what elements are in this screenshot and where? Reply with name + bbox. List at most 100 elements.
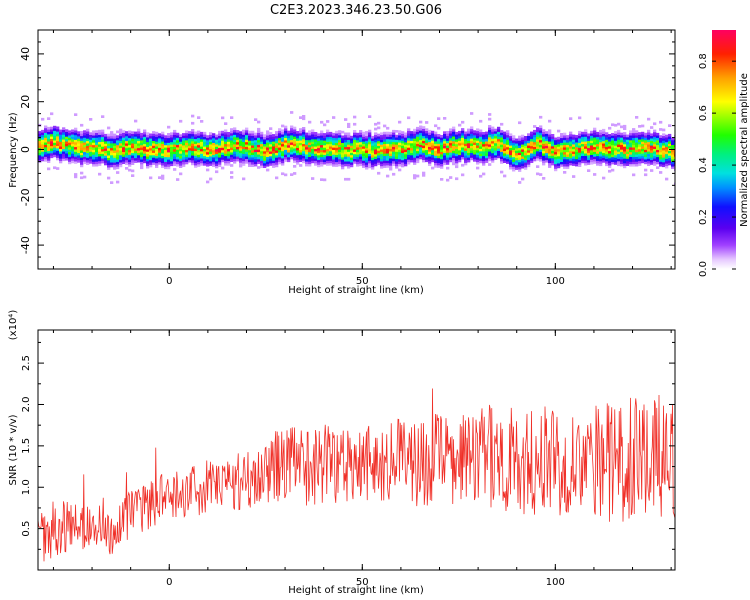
spectrogram-cell xyxy=(269,141,273,145)
spectrogram-cell xyxy=(170,158,174,162)
spectrogram-cell xyxy=(50,138,54,142)
spectrogram-cell xyxy=(617,149,621,152)
spectrogram-cell xyxy=(230,130,234,134)
spectrogram-cell xyxy=(125,143,129,146)
spectrogram-cell xyxy=(134,138,138,142)
spectrogram-cell xyxy=(419,139,423,143)
spectrogram-cell xyxy=(539,158,543,162)
spectrogram-cell xyxy=(620,156,624,160)
spectrogram-cell xyxy=(476,166,480,170)
spectrogram-cell xyxy=(437,148,441,152)
spectrogram-cell xyxy=(182,133,186,136)
spectrogram-cell xyxy=(281,158,285,161)
spectrogram-cell xyxy=(224,153,228,157)
spectrogram-cell xyxy=(668,143,672,147)
spectrogram-cell xyxy=(326,129,330,133)
spectrogram-cell xyxy=(161,177,165,180)
spectrogram-cell xyxy=(596,136,600,140)
spectrogram-cell xyxy=(407,116,411,120)
spectrogram-cell xyxy=(212,149,216,153)
spectrogram-cell xyxy=(563,147,567,150)
spectrogram-cell xyxy=(347,161,351,164)
spectrogram-cell xyxy=(521,165,525,169)
spectrogram-cell xyxy=(119,135,123,139)
spectrogram-cell xyxy=(377,126,381,130)
spectrogram-cell xyxy=(272,138,276,142)
spectrogram-cell xyxy=(323,157,327,160)
spectrogram-cell xyxy=(494,147,498,151)
spectrogram-cell xyxy=(296,133,300,136)
spectrogram-cell xyxy=(287,147,291,151)
spectrogram-cell xyxy=(254,149,258,153)
spectrogram-cell xyxy=(608,158,612,161)
spectrogram-cell xyxy=(122,142,126,145)
spectrogram-cell xyxy=(101,144,105,147)
spectrogram-cell xyxy=(155,136,159,140)
spectrogram-cell xyxy=(206,147,210,150)
spectrogram-cell xyxy=(278,135,282,139)
spectrogram-cell xyxy=(161,146,165,149)
spectrogram-cell xyxy=(521,156,525,159)
spectrogram-cell xyxy=(467,135,471,139)
spectrogram-cell xyxy=(167,145,171,148)
spectrogram-cell xyxy=(302,158,306,161)
spectrogram-cell xyxy=(236,134,240,138)
spectrogram-cell xyxy=(275,145,279,149)
spectrogram-cell xyxy=(506,158,510,162)
spectrogram-cell xyxy=(446,154,450,158)
spectrogram-cell xyxy=(482,143,486,147)
spectrogram-cell xyxy=(599,156,603,159)
spectrogram-cell xyxy=(569,153,573,156)
spectrogram-cell xyxy=(560,137,564,141)
spectrogram-cell xyxy=(449,133,453,136)
spectrogram-cell xyxy=(578,138,582,141)
spectrogram-cell xyxy=(278,144,282,148)
spectrogram-cell xyxy=(131,145,135,149)
spectrogram-cell xyxy=(113,147,117,151)
spectrogram-cell xyxy=(491,138,495,142)
spectrogram-cell xyxy=(368,165,372,169)
spectrogram-cell xyxy=(311,153,315,156)
spectrogram-cell xyxy=(227,134,231,138)
spectrogram-cell xyxy=(395,161,399,164)
spectrogram-cell xyxy=(620,142,624,145)
spectrogram-cell xyxy=(488,148,492,152)
spectrogram-cell xyxy=(647,158,651,162)
spectrogram-cell xyxy=(632,130,636,134)
spectrogram-cell xyxy=(506,154,510,157)
spectrogram-cell xyxy=(152,147,156,151)
spectrogram-cell xyxy=(170,156,174,159)
spectrogram-cell xyxy=(200,148,204,152)
spectrogram-cell xyxy=(581,131,585,135)
spectrogram-cell xyxy=(563,159,567,162)
spectrogram-cell xyxy=(647,163,651,166)
spectrogram-cell xyxy=(62,136,66,140)
spectrogram-cell xyxy=(368,160,372,164)
spectrogram-cell xyxy=(569,155,573,159)
spectrogram-cell xyxy=(65,136,69,140)
spectrogram-cell xyxy=(323,123,327,127)
spectrogram-cell xyxy=(287,142,291,146)
spectrogram-cell xyxy=(50,143,54,147)
spectrogram-cell xyxy=(482,163,486,166)
spectrogram-cell xyxy=(368,136,372,140)
spectrogram-cell xyxy=(320,120,324,124)
spectrogram-cell xyxy=(293,172,297,175)
spectrogram-cell xyxy=(155,158,159,161)
spectrogram-cell xyxy=(119,152,123,156)
spectrogram-cell xyxy=(512,149,516,153)
spectrogram-cell xyxy=(212,145,216,148)
spectrogram-cell xyxy=(599,144,603,147)
spectrogram-cell xyxy=(257,144,261,148)
spectrogram-cell xyxy=(71,160,75,164)
spectrogram-cell xyxy=(236,130,240,133)
spectrogram-cell xyxy=(395,134,399,138)
spectrogram-cell xyxy=(284,144,288,148)
spectrogram-cell xyxy=(308,151,312,155)
spectrogram-cell xyxy=(164,142,168,146)
spectrogram-cell xyxy=(548,136,552,140)
spectrogram-cell xyxy=(347,177,351,181)
spectrogram-cell xyxy=(218,150,222,153)
spectrogram-cell xyxy=(311,129,315,133)
